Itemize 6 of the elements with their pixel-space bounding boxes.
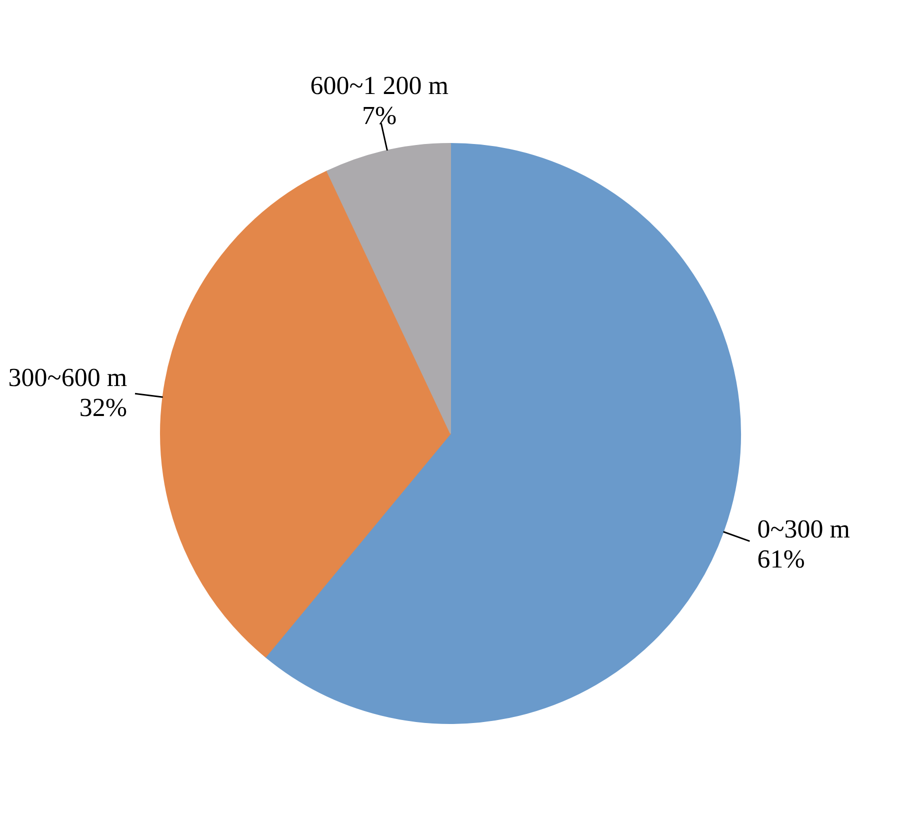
slice-label: 600~1 200 m <box>310 70 449 100</box>
data-label: 61% <box>757 544 805 574</box>
data-label: 7% <box>362 100 397 130</box>
data-label: 32% <box>79 393 128 422</box>
slice-label: 0~300 m <box>757 514 850 544</box>
slice-label: 300~600 m <box>8 363 128 392</box>
